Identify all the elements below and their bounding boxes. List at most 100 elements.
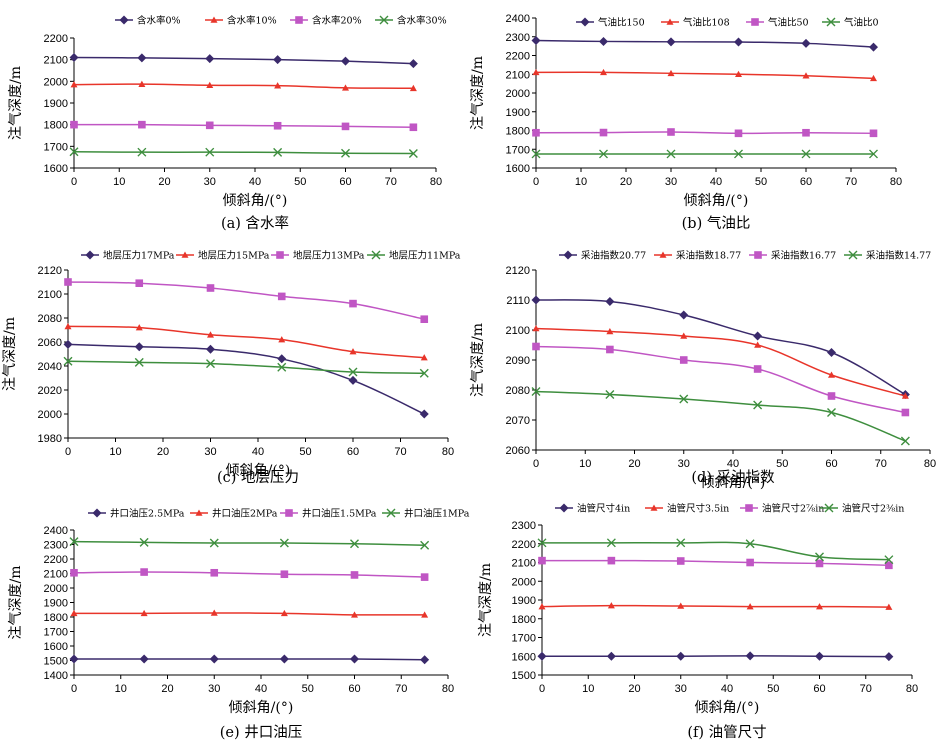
data-point (137, 53, 147, 63)
legend-label: 油管尺寸2⅞in (762, 503, 824, 515)
series-line (535, 299, 906, 396)
data-point (342, 84, 349, 91)
data-point (532, 68, 540, 76)
legend-label: 气油比108 (683, 17, 730, 29)
y-tick-label: 2000 (44, 583, 68, 595)
y-tick-label: 1500 (44, 656, 68, 668)
y-tick-label: 2110 (506, 295, 530, 307)
x-tick-label: 40 (255, 683, 267, 695)
data-point (679, 356, 688, 364)
series-line (74, 658, 425, 661)
data-point (734, 37, 743, 47)
data-point (350, 654, 359, 664)
data-point (885, 561, 893, 570)
data-point (538, 603, 546, 610)
data-point (753, 331, 763, 341)
data-point (139, 654, 149, 664)
y-tick-label: 2400 (506, 13, 530, 25)
x-tick-label: 50 (776, 458, 788, 470)
x-tick-label: 10 (579, 458, 591, 470)
data-point (599, 36, 608, 46)
x-tick-label: 40 (727, 458, 739, 470)
data-point (884, 555, 894, 565)
series-line (67, 281, 425, 320)
x-tick-label: 10 (582, 683, 594, 695)
chart-panel-1: 1600 1700 1800 1900 2000 2100 2200 0 10 20 30 40 50 6… (8, 15, 447, 233)
x-axis-title: 倾斜角/(°) (701, 475, 766, 491)
x-tick-label: 70 (860, 683, 872, 695)
data-point (599, 128, 608, 137)
legend-label: 气油比150 (598, 17, 645, 29)
x-tick-label: 60 (825, 458, 837, 470)
data-point (901, 408, 910, 417)
series-line (535, 390, 906, 442)
data-point (605, 390, 615, 399)
data-point (69, 537, 79, 547)
x-tick-label: 0 (71, 176, 77, 188)
x-tick-label: 60 (800, 176, 812, 188)
series-line (67, 360, 425, 374)
legend-marker (276, 251, 284, 259)
y-tick-label: 1900 (44, 98, 68, 110)
data-point (531, 149, 541, 159)
y-tick-label: 1800 (44, 612, 68, 624)
data-point (745, 651, 755, 661)
series-line (541, 655, 889, 658)
x-tick-label: 30 (204, 446, 216, 458)
data-point (134, 357, 144, 367)
data-point (753, 365, 762, 373)
data-point (274, 82, 282, 89)
legend-label: 采油指数14.77 (866, 250, 931, 262)
data-point (420, 315, 429, 323)
data-point (870, 74, 877, 82)
data-point (734, 129, 743, 138)
legend-label: 地层压力13MPa (293, 250, 365, 262)
data-point (746, 603, 754, 610)
x-tick-label: 70 (395, 683, 407, 695)
data-point (420, 655, 430, 665)
x-tick-label: 50 (767, 683, 779, 695)
data-point (676, 651, 686, 661)
x-tick-label: 0 (65, 446, 71, 458)
y-tick-label: 2100 (38, 289, 62, 301)
legend-marker (210, 16, 218, 23)
series-line (73, 540, 425, 546)
data-point (69, 53, 79, 62)
data-point (746, 558, 754, 567)
y-tick-label: 1800 (512, 614, 536, 626)
data-point (137, 147, 147, 157)
chart-panel-6: 1500 1600 1700 1800 1900 2000 2100 2200 2300 0 10 2… (478, 503, 918, 742)
y-tick-label: 1400 (44, 670, 68, 682)
data-point (605, 297, 615, 306)
legend-label: 井口油压2MPa (212, 508, 278, 520)
panel-caption: (a) 含水率 (221, 215, 289, 232)
legend-label: 油管尺寸4in (577, 503, 630, 515)
legend-marker (826, 17, 836, 27)
x-tick-label: 30 (675, 683, 687, 695)
y-tick-label: 2080 (38, 313, 62, 325)
x-tick-label: 10 (115, 683, 127, 695)
legend-label: 井口油压1.5MPa (302, 508, 377, 520)
x-tick-label: 0 (533, 458, 539, 470)
y-tick-label: 2100 (506, 325, 530, 337)
legend-label: 地层压力11MPa (389, 250, 461, 262)
legend-marker (754, 251, 762, 259)
y-tick-label: 1800 (506, 126, 530, 138)
legend-marker (85, 250, 95, 260)
data-point (677, 602, 685, 609)
x-axis-title: 倾斜角/(°) (223, 193, 288, 209)
data-point (679, 310, 689, 320)
legend-label: 含水率20% (312, 15, 362, 27)
series-line (67, 325, 425, 359)
y-tick-label: 1500 (512, 670, 536, 682)
data-point (210, 609, 218, 616)
data-point (828, 371, 835, 378)
legend-marker (559, 503, 569, 513)
data-point (205, 121, 214, 130)
x-axis-title: 倾斜角/(°) (226, 463, 291, 479)
data-point (278, 336, 286, 343)
legend-marker (745, 504, 753, 512)
y-tick-label: 2080 (506, 385, 530, 397)
data-point (63, 339, 73, 349)
data-point (532, 342, 540, 351)
